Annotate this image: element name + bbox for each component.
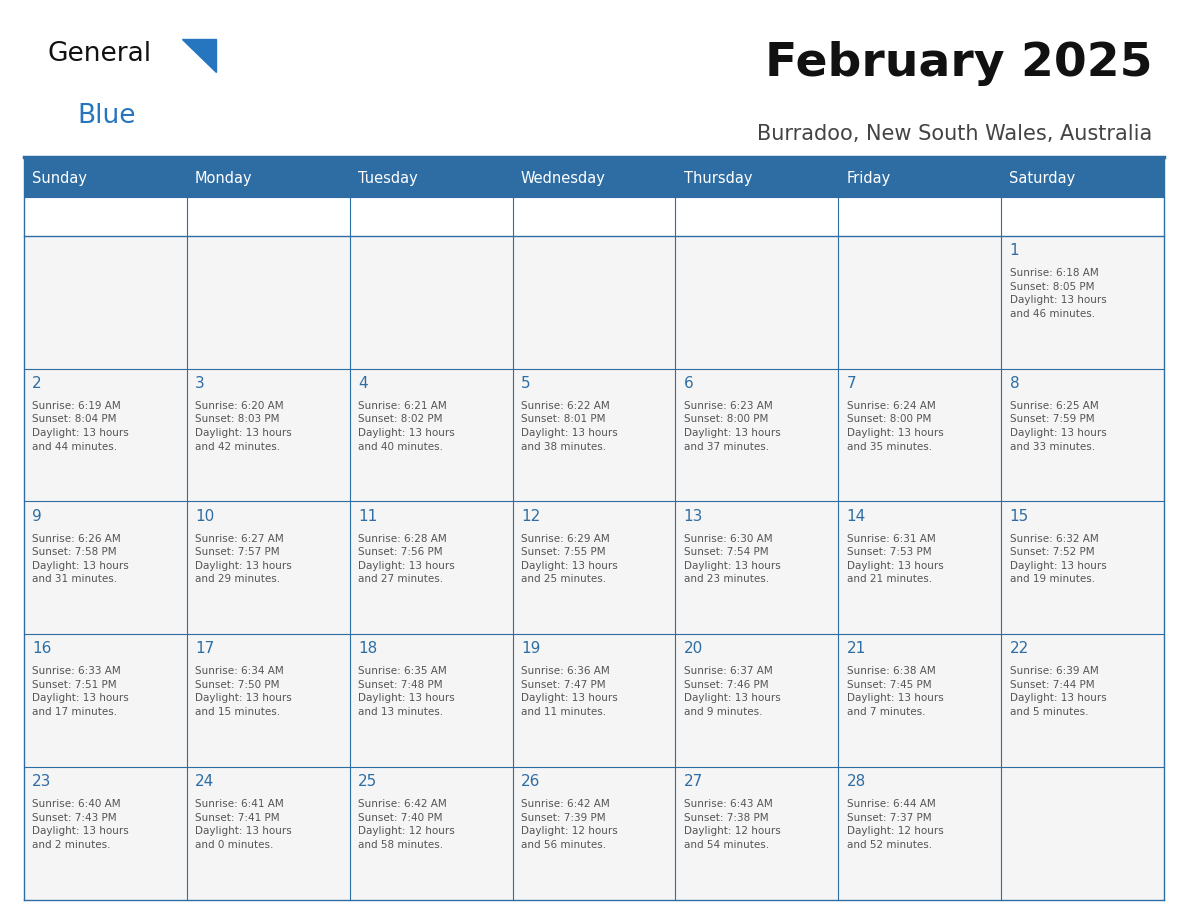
Text: 9: 9 <box>32 509 42 524</box>
Text: Sunrise: 6:34 AM
Sunset: 7:50 PM
Daylight: 13 hours
and 15 minutes.: Sunrise: 6:34 AM Sunset: 7:50 PM Dayligh… <box>195 666 292 717</box>
Text: 7: 7 <box>847 376 857 391</box>
Text: Saturday: Saturday <box>1010 171 1075 185</box>
Text: Sunrise: 6:42 AM
Sunset: 7:40 PM
Daylight: 12 hours
and 58 minutes.: Sunrise: 6:42 AM Sunset: 7:40 PM Dayligh… <box>358 799 455 850</box>
Text: Friday: Friday <box>847 171 891 185</box>
Text: 8: 8 <box>1010 376 1019 391</box>
Text: 10: 10 <box>195 509 214 524</box>
Text: Sunrise: 6:42 AM
Sunset: 7:39 PM
Daylight: 12 hours
and 56 minutes.: Sunrise: 6:42 AM Sunset: 7:39 PM Dayligh… <box>520 799 618 850</box>
Text: Sunrise: 6:33 AM
Sunset: 7:51 PM
Daylight: 13 hours
and 17 minutes.: Sunrise: 6:33 AM Sunset: 7:51 PM Dayligh… <box>32 666 128 717</box>
Text: 28: 28 <box>847 774 866 789</box>
Text: 1: 1 <box>1010 243 1019 258</box>
Text: February 2025: February 2025 <box>765 41 1152 86</box>
Text: Sunday: Sunday <box>32 171 87 185</box>
Text: Wednesday: Wednesday <box>520 171 606 185</box>
Text: 6: 6 <box>684 376 694 391</box>
Text: Sunrise: 6:32 AM
Sunset: 7:52 PM
Daylight: 13 hours
and 19 minutes.: Sunrise: 6:32 AM Sunset: 7:52 PM Dayligh… <box>1010 533 1106 585</box>
Text: Sunrise: 6:43 AM
Sunset: 7:38 PM
Daylight: 12 hours
and 54 minutes.: Sunrise: 6:43 AM Sunset: 7:38 PM Dayligh… <box>684 799 781 850</box>
Text: Sunrise: 6:36 AM
Sunset: 7:47 PM
Daylight: 13 hours
and 11 minutes.: Sunrise: 6:36 AM Sunset: 7:47 PM Dayligh… <box>520 666 618 717</box>
Text: 3: 3 <box>195 376 204 391</box>
Text: Sunrise: 6:41 AM
Sunset: 7:41 PM
Daylight: 13 hours
and 0 minutes.: Sunrise: 6:41 AM Sunset: 7:41 PM Dayligh… <box>195 799 292 850</box>
Text: Sunrise: 6:19 AM
Sunset: 8:04 PM
Daylight: 13 hours
and 44 minutes.: Sunrise: 6:19 AM Sunset: 8:04 PM Dayligh… <box>32 401 128 452</box>
Text: Tuesday: Tuesday <box>358 171 417 185</box>
Text: 27: 27 <box>684 774 703 789</box>
Text: Monday: Monday <box>195 171 253 185</box>
Text: Sunrise: 6:21 AM
Sunset: 8:02 PM
Daylight: 13 hours
and 40 minutes.: Sunrise: 6:21 AM Sunset: 8:02 PM Dayligh… <box>358 401 455 452</box>
Text: 21: 21 <box>847 642 866 656</box>
Text: Sunrise: 6:38 AM
Sunset: 7:45 PM
Daylight: 13 hours
and 7 minutes.: Sunrise: 6:38 AM Sunset: 7:45 PM Dayligh… <box>847 666 943 717</box>
Text: Sunrise: 6:25 AM
Sunset: 7:59 PM
Daylight: 13 hours
and 33 minutes.: Sunrise: 6:25 AM Sunset: 7:59 PM Dayligh… <box>1010 401 1106 452</box>
Text: Burradoo, New South Wales, Australia: Burradoo, New South Wales, Australia <box>757 124 1152 144</box>
Text: 16: 16 <box>32 642 51 656</box>
Text: Sunrise: 6:26 AM
Sunset: 7:58 PM
Daylight: 13 hours
and 31 minutes.: Sunrise: 6:26 AM Sunset: 7:58 PM Dayligh… <box>32 533 128 585</box>
Text: Sunrise: 6:22 AM
Sunset: 8:01 PM
Daylight: 13 hours
and 38 minutes.: Sunrise: 6:22 AM Sunset: 8:01 PM Dayligh… <box>520 401 618 452</box>
Text: Sunrise: 6:28 AM
Sunset: 7:56 PM
Daylight: 13 hours
and 27 minutes.: Sunrise: 6:28 AM Sunset: 7:56 PM Dayligh… <box>358 533 455 585</box>
Text: Sunrise: 6:31 AM
Sunset: 7:53 PM
Daylight: 13 hours
and 21 minutes.: Sunrise: 6:31 AM Sunset: 7:53 PM Dayligh… <box>847 533 943 585</box>
Text: 25: 25 <box>358 774 377 789</box>
Text: Sunrise: 6:18 AM
Sunset: 8:05 PM
Daylight: 13 hours
and 46 minutes.: Sunrise: 6:18 AM Sunset: 8:05 PM Dayligh… <box>1010 268 1106 319</box>
Text: 15: 15 <box>1010 509 1029 524</box>
Text: Sunrise: 6:37 AM
Sunset: 7:46 PM
Daylight: 13 hours
and 9 minutes.: Sunrise: 6:37 AM Sunset: 7:46 PM Dayligh… <box>684 666 781 717</box>
Text: Sunrise: 6:40 AM
Sunset: 7:43 PM
Daylight: 13 hours
and 2 minutes.: Sunrise: 6:40 AM Sunset: 7:43 PM Dayligh… <box>32 799 128 850</box>
Text: Sunrise: 6:23 AM
Sunset: 8:00 PM
Daylight: 13 hours
and 37 minutes.: Sunrise: 6:23 AM Sunset: 8:00 PM Dayligh… <box>684 401 781 452</box>
Text: 17: 17 <box>195 642 214 656</box>
Text: 22: 22 <box>1010 642 1029 656</box>
Text: 4: 4 <box>358 376 367 391</box>
Text: 2: 2 <box>32 376 42 391</box>
Text: Sunrise: 6:44 AM
Sunset: 7:37 PM
Daylight: 12 hours
and 52 minutes.: Sunrise: 6:44 AM Sunset: 7:37 PM Dayligh… <box>847 799 943 850</box>
Text: Sunrise: 6:30 AM
Sunset: 7:54 PM
Daylight: 13 hours
and 23 minutes.: Sunrise: 6:30 AM Sunset: 7:54 PM Dayligh… <box>684 533 781 585</box>
Text: Sunrise: 6:35 AM
Sunset: 7:48 PM
Daylight: 13 hours
and 13 minutes.: Sunrise: 6:35 AM Sunset: 7:48 PM Dayligh… <box>358 666 455 717</box>
Text: 26: 26 <box>520 774 541 789</box>
Text: Blue: Blue <box>77 103 135 129</box>
Text: 20: 20 <box>684 642 703 656</box>
Text: Sunrise: 6:39 AM
Sunset: 7:44 PM
Daylight: 13 hours
and 5 minutes.: Sunrise: 6:39 AM Sunset: 7:44 PM Dayligh… <box>1010 666 1106 717</box>
Text: 23: 23 <box>32 774 51 789</box>
Text: 19: 19 <box>520 642 541 656</box>
Text: 11: 11 <box>358 509 377 524</box>
Text: 24: 24 <box>195 774 214 789</box>
Text: Sunrise: 6:29 AM
Sunset: 7:55 PM
Daylight: 13 hours
and 25 minutes.: Sunrise: 6:29 AM Sunset: 7:55 PM Dayligh… <box>520 533 618 585</box>
Text: Thursday: Thursday <box>683 171 752 185</box>
Text: 12: 12 <box>520 509 541 524</box>
Text: 14: 14 <box>847 509 866 524</box>
Text: Sunrise: 6:24 AM
Sunset: 8:00 PM
Daylight: 13 hours
and 35 minutes.: Sunrise: 6:24 AM Sunset: 8:00 PM Dayligh… <box>847 401 943 452</box>
Text: 18: 18 <box>358 642 377 656</box>
Text: 13: 13 <box>684 509 703 524</box>
Text: 5: 5 <box>520 376 531 391</box>
Text: Sunrise: 6:20 AM
Sunset: 8:03 PM
Daylight: 13 hours
and 42 minutes.: Sunrise: 6:20 AM Sunset: 8:03 PM Dayligh… <box>195 401 292 452</box>
Text: Sunrise: 6:27 AM
Sunset: 7:57 PM
Daylight: 13 hours
and 29 minutes.: Sunrise: 6:27 AM Sunset: 7:57 PM Dayligh… <box>195 533 292 585</box>
Text: General: General <box>48 41 152 67</box>
